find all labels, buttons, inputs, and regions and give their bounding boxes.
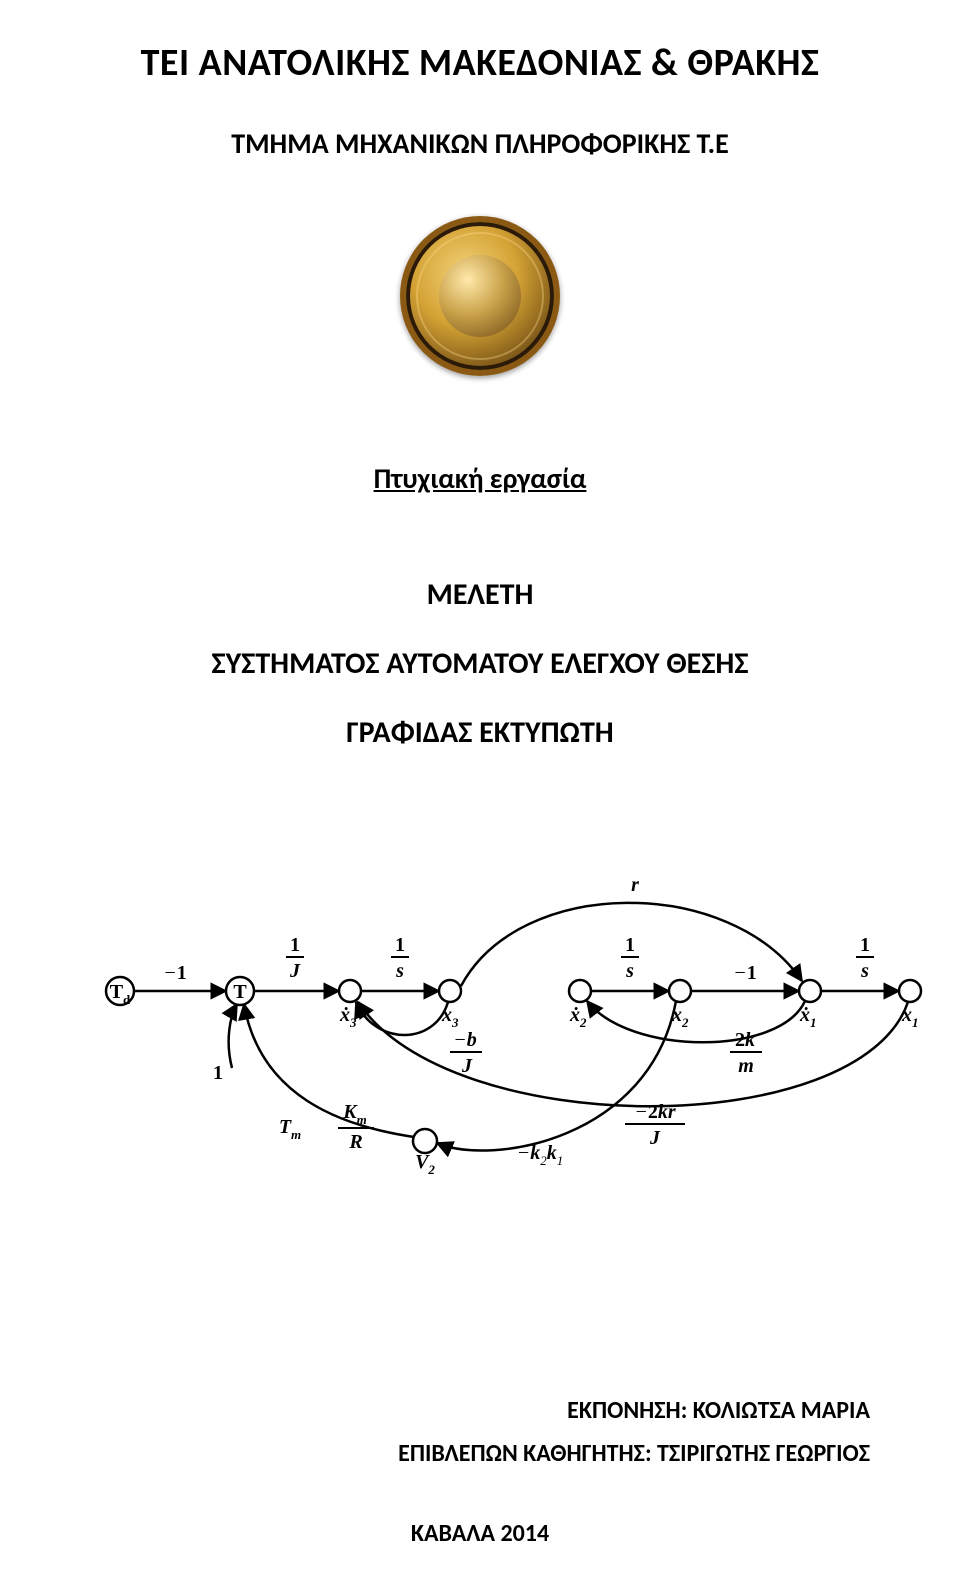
svg-text:1: 1 bbox=[213, 1062, 223, 1084]
svg-text:x3: x3 bbox=[441, 1004, 459, 1030]
sfg-svg: r Td T ẋ3 bbox=[90, 821, 940, 1191]
svg-text:ẋ3: ẋ3 bbox=[339, 1004, 357, 1030]
page-root: ΤΕΙ ΑΝΑΤΟΛΙΚΗΣ ΜΑΚΕΔΟΝΙΑΣ & ΘΡΑΚΗΣ ΤΜΗΜΑ… bbox=[0, 0, 960, 1588]
svg-text:s: s bbox=[860, 960, 869, 982]
svg-text:s: s bbox=[395, 960, 404, 982]
author-name: ΕΚΠΟΝΗΣΗ: ΚΟΛΙΩΤΣΑ ΜΑΡΙΑ bbox=[398, 1396, 870, 1425]
institution-title: ΤΕΙ ΑΝΑΤΟΛΙΚΗΣ ΜΑΚΕΔΟΝΙΑΣ & ΘΡΑΚΗΣ bbox=[90, 40, 870, 86]
svg-text:2k: 2k bbox=[735, 1029, 755, 1051]
svg-text:V2: V2 bbox=[415, 1151, 435, 1177]
svg-text:r: r bbox=[631, 874, 639, 896]
svg-text:1: 1 bbox=[860, 934, 870, 956]
svg-text:ẋ2: ẋ2 bbox=[569, 1004, 587, 1030]
svg-text:−1: −1 bbox=[163, 962, 187, 984]
svg-text:1: 1 bbox=[290, 934, 300, 956]
institution-seal-icon bbox=[400, 216, 560, 376]
author-block: ΕΚΠΟΝΗΣΗ: ΚΟΛΙΩΤΣΑ ΜΑΡΙΑ ΕΠΙΒΛΕΠΩΝ ΚΑΘΗΓ… bbox=[398, 1396, 870, 1468]
department-title: ΤΜΗΜΑ ΜΗΧΑΝΙΚΩΝ ΠΛΗΡΟΦΟΡΙΚΗΣ Τ.Ε bbox=[90, 126, 870, 161]
svg-text:m: m bbox=[738, 1055, 754, 1077]
svg-text:−2kr: −2kr bbox=[634, 1101, 676, 1123]
svg-text:−b: −b bbox=[453, 1029, 477, 1051]
svg-text:T: T bbox=[233, 981, 247, 1003]
svg-text:1: 1 bbox=[395, 934, 405, 956]
svg-text:−k2k1: −k2k1 bbox=[517, 1142, 564, 1168]
seal-wrap bbox=[90, 216, 870, 376]
svg-text:1: 1 bbox=[625, 934, 635, 956]
svg-text:x1: x1 bbox=[901, 1004, 919, 1030]
svg-text:−1: −1 bbox=[733, 962, 757, 984]
thesis-label: Πτυχιακή εργασία bbox=[90, 461, 870, 496]
svg-text:J: J bbox=[289, 960, 301, 982]
thesis-title-line3: ΓΡΑΦΙΔΑΣ ΕΚΤΥΠΩΤΗ bbox=[90, 714, 870, 751]
thesis-title-line1: ΜΕΛΕΤΗ bbox=[90, 576, 870, 613]
svg-text:J: J bbox=[649, 1127, 661, 1149]
footer-city-year: ΚΑΒΑΛΑ 2014 bbox=[0, 1519, 960, 1548]
svg-text:s: s bbox=[625, 960, 634, 982]
signal-flow-graph: r Td T ẋ3 bbox=[90, 821, 940, 1191]
svg-text:x2: x2 bbox=[671, 1004, 689, 1030]
svg-text:ẋ1: ẋ1 bbox=[799, 1004, 817, 1030]
svg-text:J: J bbox=[461, 1055, 473, 1077]
svg-text:Tm: Tm bbox=[279, 1116, 301, 1142]
thesis-title-line2: ΣΥΣΤΗΜΑΤΟΣ ΑΥΤΟΜΑΤΟΥ ΕΛΕΓΧΟΥ ΘΕΣΗΣ bbox=[90, 645, 870, 682]
svg-text:R: R bbox=[348, 1131, 362, 1153]
supervisor-name: ΕΠΙΒΛΕΠΩΝ ΚΑΘΗΓΗΤΗΣ: ΤΣΙΡΙΓΩΤΗΣ ΓΕΩΡΓΙΟΣ bbox=[398, 1439, 870, 1468]
